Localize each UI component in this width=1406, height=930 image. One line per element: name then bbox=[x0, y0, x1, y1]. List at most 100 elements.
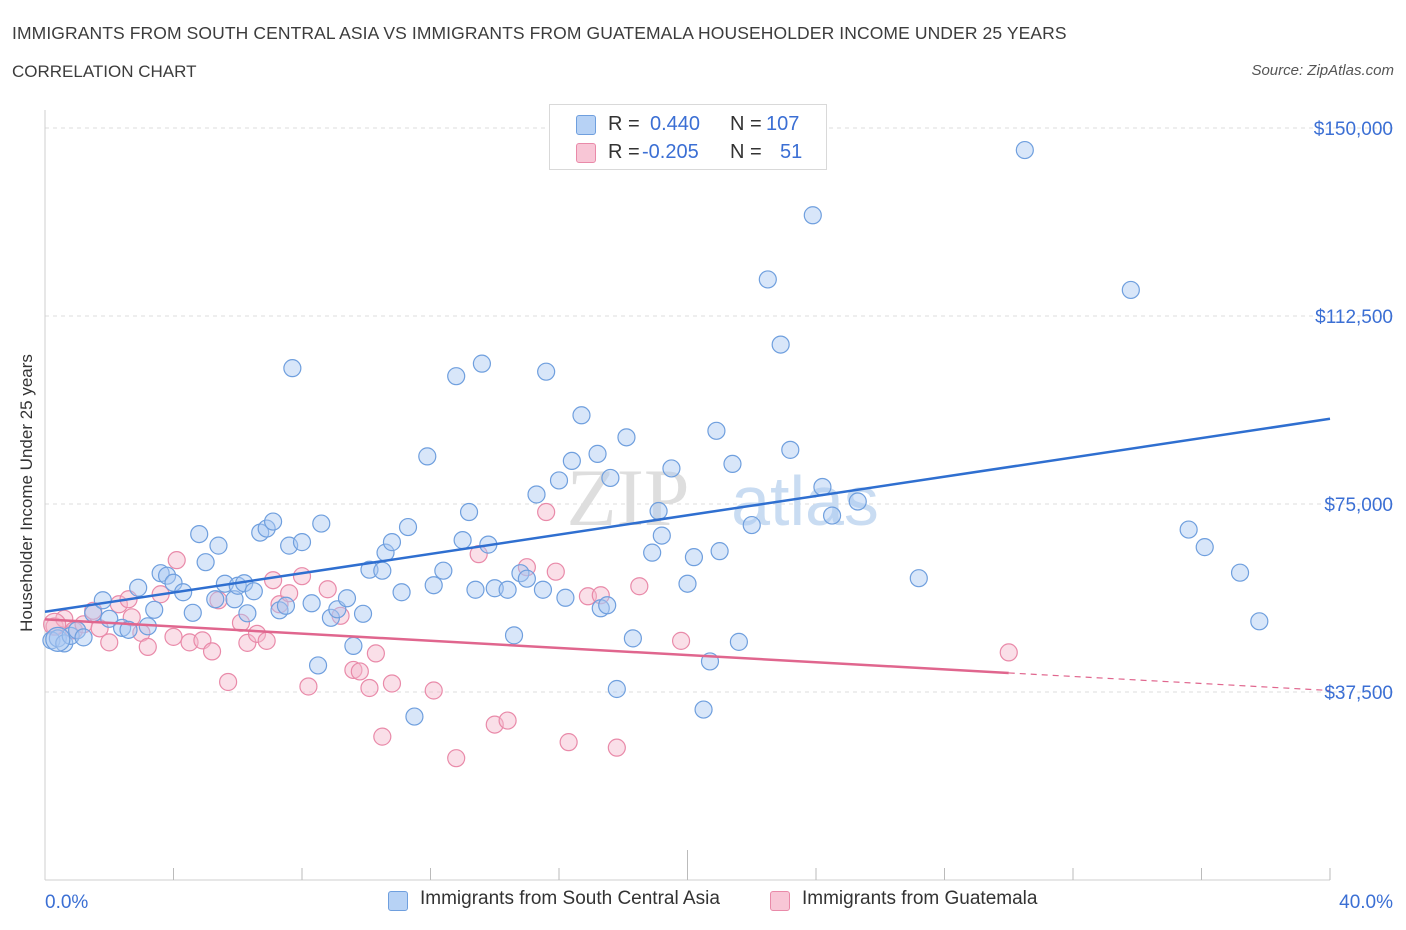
point-south-central-asia bbox=[822, 506, 842, 525]
legend-swatch-blue bbox=[576, 115, 596, 135]
correlation-legend: R = 0.440 N = 107 R = -0.205 N = 51 bbox=[549, 104, 827, 170]
point-south-central-asia bbox=[517, 569, 536, 588]
legend-n-value: 51 bbox=[780, 141, 803, 163]
point-south-central-asia bbox=[74, 628, 93, 647]
y-tick-label: $37,500 bbox=[1324, 683, 1393, 704]
point-south-central-asia bbox=[392, 583, 411, 602]
point-south-central-asia bbox=[1121, 280, 1140, 300]
x-tick-label-max: 40.0% bbox=[1339, 892, 1393, 913]
chart-title: IMMIGRANTS FROM SOUTH CENTRAL ASIA VS IM… bbox=[12, 23, 1067, 43]
point-south-central-asia bbox=[283, 359, 302, 378]
point-south-central-asia bbox=[694, 700, 713, 719]
point-guatemala bbox=[498, 711, 517, 730]
point-south-central-asia bbox=[909, 569, 928, 588]
point-south-central-asia bbox=[434, 561, 453, 580]
y-tick-labels: $37,500 $75,000 $112,500 $150,000 bbox=[1314, 119, 1393, 704]
point-south-central-asia bbox=[803, 206, 822, 225]
bottom-legend-label: Immigrants from South Central Asia bbox=[420, 888, 720, 909]
point-guatemala bbox=[578, 587, 598, 606]
point-guatemala bbox=[591, 586, 610, 605]
series-guatemala bbox=[43, 502, 1018, 768]
point-guatemala bbox=[373, 727, 392, 746]
point-south-central-asia bbox=[643, 543, 662, 562]
point-south-central-asia bbox=[308, 656, 328, 675]
point-south-central-asia bbox=[129, 578, 148, 597]
bottom-legend-label: Immigrants from Guatemala bbox=[802, 888, 1038, 909]
watermark-zip: ZIP bbox=[567, 452, 690, 543]
legend-n-value: 107 bbox=[766, 113, 800, 135]
point-south-central-asia bbox=[373, 561, 392, 580]
point-south-central-asia bbox=[472, 354, 491, 373]
y-tick-label: $112,500 bbox=[1315, 307, 1393, 328]
point-south-central-asia bbox=[781, 440, 800, 459]
legend-n-label: N = bbox=[730, 113, 762, 135]
point-guatemala bbox=[537, 502, 556, 522]
point-south-central-asia bbox=[238, 604, 257, 623]
point-south-central-asia bbox=[353, 604, 373, 623]
point-south-central-asia bbox=[1195, 538, 1214, 557]
point-south-central-asia bbox=[607, 679, 626, 699]
point-guatemala bbox=[90, 619, 109, 638]
point-south-central-asia bbox=[1230, 563, 1250, 582]
point-guatemala bbox=[350, 662, 369, 681]
point-south-central-asia bbox=[678, 574, 697, 593]
trend-lines bbox=[44, 417, 1331, 692]
point-guatemala bbox=[424, 681, 443, 700]
point-south-central-asia bbox=[312, 514, 331, 533]
point-south-central-asia bbox=[617, 428, 636, 447]
legend-r-value: 0.440 bbox=[650, 113, 701, 135]
point-guatemala bbox=[257, 631, 276, 650]
point-guatemala bbox=[630, 577, 649, 596]
point-guatemala bbox=[559, 733, 578, 752]
point-south-central-asia bbox=[466, 580, 485, 599]
point-guatemala bbox=[318, 580, 337, 599]
point-south-central-asia bbox=[533, 580, 553, 599]
point-south-central-asia bbox=[684, 548, 704, 567]
bottom-legend-swatch-blue bbox=[388, 891, 408, 911]
point-south-central-asia bbox=[742, 515, 761, 535]
point-south-central-asia bbox=[209, 536, 228, 555]
trend-line-south-central-asia bbox=[44, 417, 1331, 614]
point-guatemala bbox=[100, 633, 119, 652]
point-south-central-asia bbox=[572, 406, 591, 425]
point-south-central-asia bbox=[498, 580, 517, 599]
point-south-central-asia bbox=[424, 576, 443, 595]
point-south-central-asia bbox=[302, 594, 321, 613]
point-south-central-asia bbox=[598, 596, 617, 615]
watermark: ZIP atlas bbox=[567, 452, 879, 543]
point-guatemala bbox=[382, 674, 402, 693]
point-south-central-asia bbox=[723, 454, 742, 474]
point-south-central-asia bbox=[447, 367, 466, 386]
y-tick-label: $150,000 bbox=[1314, 119, 1393, 140]
point-guatemala bbox=[292, 567, 312, 586]
legend-n-label: N = bbox=[730, 141, 762, 163]
source-credit: Source: ZipAtlas.com bbox=[1251, 62, 1394, 79]
point-south-central-asia bbox=[537, 362, 556, 381]
point-south-central-asia bbox=[292, 533, 312, 552]
series-south-central-asia bbox=[42, 140, 1269, 726]
legend-r-label: R = bbox=[608, 141, 640, 163]
point-south-central-asia bbox=[183, 603, 202, 622]
point-south-central-asia bbox=[45, 626, 71, 652]
trend-line-guatemala-extension bbox=[1008, 672, 1331, 692]
trend-line-guatemala bbox=[44, 618, 1009, 675]
point-guatemala bbox=[447, 749, 466, 768]
point-south-central-asia bbox=[556, 588, 575, 607]
point-south-central-asia bbox=[1179, 520, 1198, 539]
point-south-central-asia bbox=[257, 519, 276, 538]
point-south-central-asia bbox=[662, 459, 681, 478]
point-guatemala bbox=[164, 627, 183, 646]
watermark-atlas: atlas bbox=[731, 462, 879, 540]
point-south-central-asia bbox=[758, 270, 777, 289]
point-south-central-asia bbox=[652, 526, 671, 545]
legend-swatch-pink bbox=[576, 143, 596, 163]
point-south-central-asia bbox=[1015, 140, 1034, 160]
point-south-central-asia bbox=[504, 626, 524, 645]
point-south-central-asia bbox=[459, 502, 479, 522]
point-guatemala bbox=[299, 677, 318, 696]
point-south-central-asia bbox=[157, 566, 177, 585]
point-guatemala bbox=[366, 644, 385, 663]
point-south-central-asia bbox=[145, 600, 164, 619]
point-south-central-asia bbox=[196, 553, 215, 572]
